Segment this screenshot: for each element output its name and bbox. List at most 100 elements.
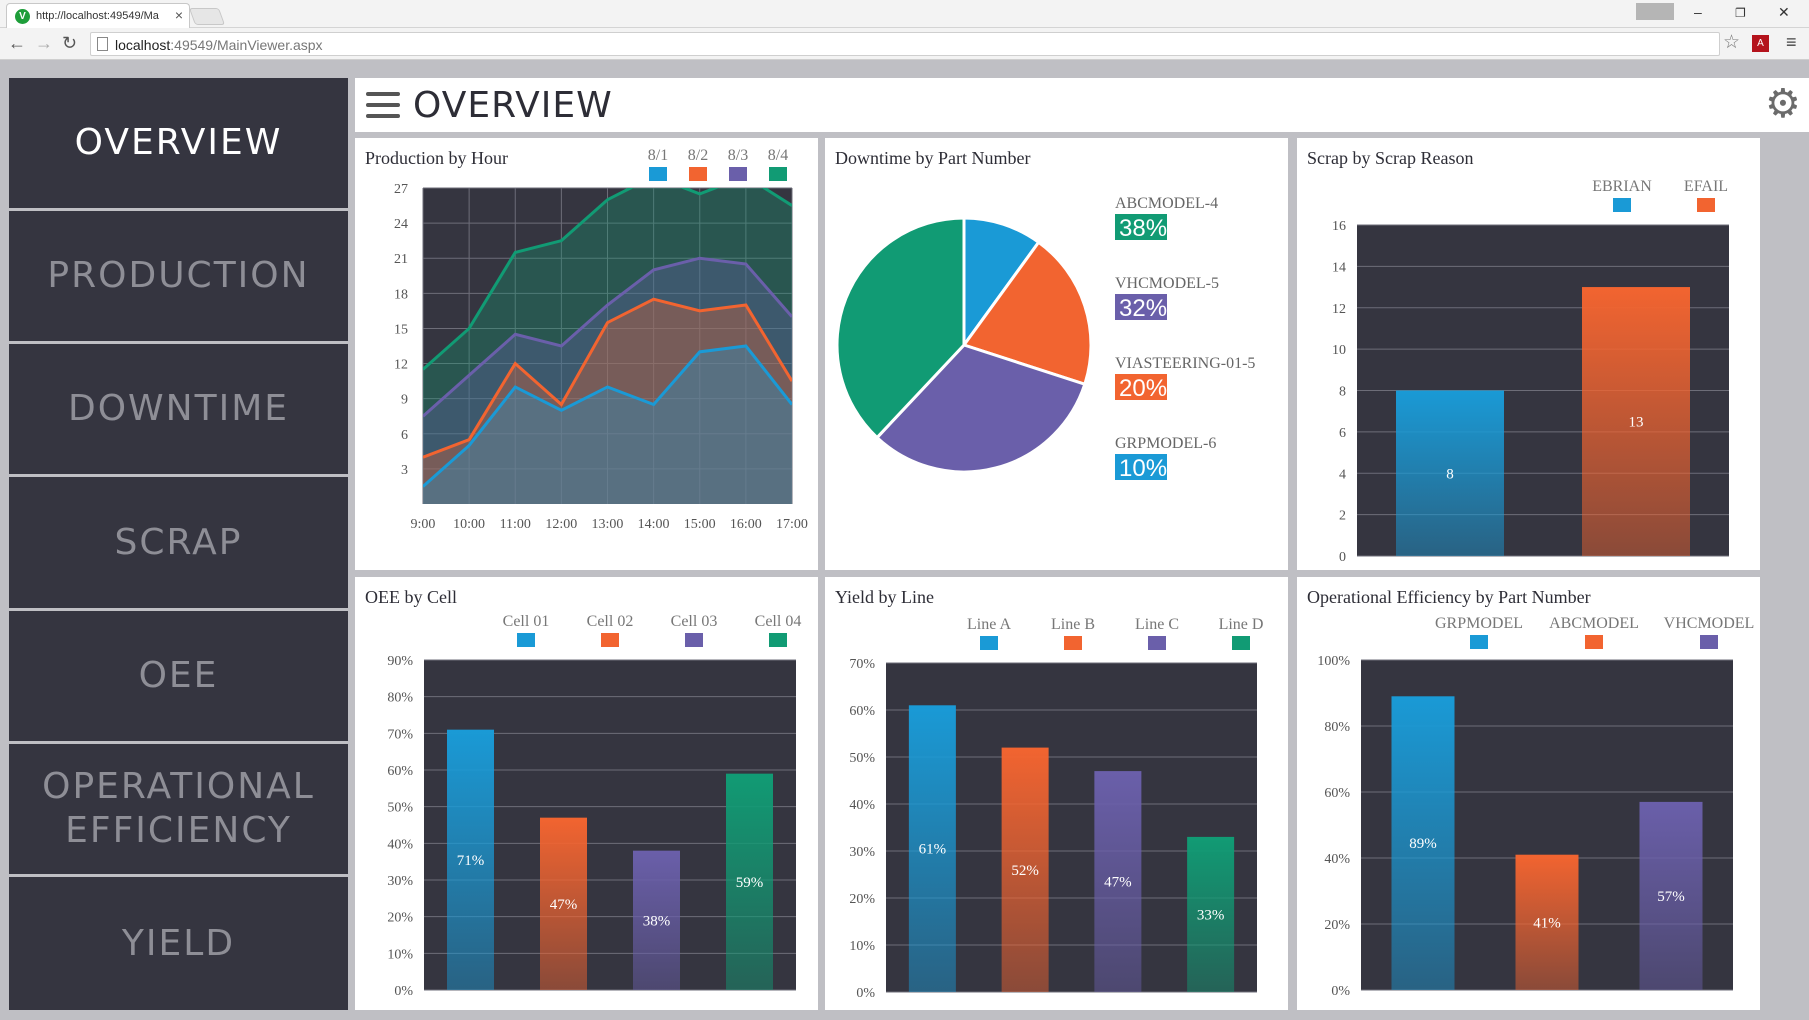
legend-swatch: [729, 167, 747, 181]
browser-tab-bar: V http://localhost:49549/Ma × – ❐ ✕: [0, 0, 1809, 28]
legend-label: Cell 02: [587, 613, 634, 630]
browser-tab[interactable]: V http://localhost:49549/Ma ×: [6, 3, 190, 28]
sidebar-item-downtime[interactable]: DOWNTIME: [9, 344, 348, 474]
y-tick-label: 40%: [849, 798, 875, 813]
y-tick-label: 50%: [387, 801, 413, 816]
pie-slice: [835, 216, 966, 440]
bar: [1001, 747, 1049, 992]
legend-label: GRPMODEL: [1435, 615, 1523, 632]
restore-icon[interactable]: ❐: [1735, 6, 1746, 20]
legend-swatch: [517, 633, 535, 647]
bar-value-label: 52%: [1011, 863, 1039, 879]
chart-svg: 0% 10% 20% 30% 40% 50% 60% 70% 61% 52% 47% 33% Line …: [849, 616, 1264, 1001]
legend-swatch: [685, 633, 703, 647]
panel-title: Downtime by Part Number: [835, 148, 1031, 168]
pie-legend-swatch: [1115, 214, 1167, 240]
bar: [1396, 390, 1504, 556]
legend-swatch: [1470, 635, 1488, 649]
y-tick-label: 100%: [1317, 654, 1350, 669]
pdf-extension-icon[interactable]: A: [1752, 35, 1769, 52]
browser-menu-icon[interactable]: ≡: [1786, 32, 1797, 52]
sidebar-nav: OVERVIEW PRODUCTION DOWNTIME SCRAP OEE O…: [9, 78, 348, 1010]
reload-icon[interactable]: ↻: [62, 33, 78, 53]
gear-icon[interactable]: ⚙: [1765, 82, 1801, 126]
bar-value-label: 33%: [1197, 907, 1225, 923]
sidebar-item-overview[interactable]: OVERVIEW: [9, 78, 348, 208]
x-tick-label: 13:00: [592, 517, 624, 532]
sidebar-item-operational-efficiency[interactable]: OPERATIONAL EFFICIENCY: [9, 744, 348, 874]
y-tick-label: 10: [1332, 343, 1346, 358]
x-tick-label: 15:00: [684, 517, 716, 532]
legend-label: EFAIL: [1684, 178, 1728, 195]
y-tick-label: 10%: [387, 947, 413, 962]
pie-legend-label: GRPMODEL-6: [1115, 435, 1216, 452]
bar: [1094, 771, 1142, 992]
y-tick-label: 50%: [849, 751, 875, 766]
hamburger-menu-icon[interactable]: [366, 92, 400, 118]
close-window-icon[interactable]: ✕: [1778, 4, 1790, 20]
y-tick-label: 20%: [1324, 918, 1350, 933]
series-line: [423, 344, 792, 488]
bar-value-label: 8: [1446, 466, 1454, 482]
sidebar-item-label: DOWNTIME: [68, 388, 289, 429]
new-tab-button[interactable]: [188, 8, 226, 25]
y-tick-label: 60%: [387, 764, 413, 779]
legend-swatch: [689, 167, 707, 181]
legend-label: Cell 04: [755, 613, 802, 630]
legend-label: Cell 03: [671, 613, 718, 630]
y-tick-label: 40%: [1324, 852, 1350, 867]
window-profile-box: [1636, 3, 1674, 20]
legend-swatch: [649, 167, 667, 181]
sidebar-item-production[interactable]: PRODUCTION: [9, 211, 348, 341]
legend-swatch: [1700, 635, 1718, 649]
series-line: [423, 297, 792, 459]
legend-label: Line A: [967, 616, 1011, 633]
y-tick-label: 6: [401, 428, 408, 443]
url-path: :49549/MainViewer.aspx: [170, 37, 323, 53]
sidebar-item-scrap[interactable]: SCRAP: [9, 477, 348, 608]
legend-label: 8/3: [728, 147, 748, 164]
bar-value-label: 47%: [550, 897, 578, 913]
y-tick-label: 30%: [849, 845, 875, 860]
sidebar-item-label: OVERVIEW: [74, 122, 283, 163]
url-field[interactable]: localhost:49549/MainViewer.aspx: [90, 32, 1720, 56]
pie-legend-label: VIASTEERING-01-5: [1115, 355, 1255, 372]
bar-value-label: 89%: [1409, 836, 1437, 852]
back-arrow-icon[interactable]: ←: [8, 33, 26, 53]
scrap-by-scrap-reason-panel: Scrap by Scrap Reason 0 2 4 6 8 10 12 14 16 8 13 EB…: [1297, 138, 1760, 570]
y-tick-label: 60%: [849, 704, 875, 719]
x-tick-label: 9:00: [411, 517, 436, 532]
bar-value-label: 71%: [457, 853, 485, 869]
x-tick-label: 10:00: [453, 517, 485, 532]
panel-title: Operational Efficiency by Part Number: [1307, 587, 1591, 607]
legend-swatch: [1613, 198, 1631, 212]
sidebar-item-oee[interactable]: OEE: [9, 611, 348, 741]
oee-by-cell-panel: OEE by Cell 0% 10% 20% 30% 40% 50% 60% 70% 80% 90…: [355, 577, 818, 1010]
legend-label: 8/1: [648, 147, 668, 164]
x-tick-label: 16:00: [730, 517, 762, 532]
y-tick-label: 0%: [1331, 984, 1350, 999]
pie-slice: [961, 240, 1093, 387]
pie-legend-swatch: [1115, 294, 1167, 320]
operational-efficiency-panel: Operational Efficiency by Part Number 0%…: [1297, 577, 1760, 1010]
minimize-icon[interactable]: –: [1694, 4, 1702, 20]
forward-arrow-icon[interactable]: →: [35, 33, 53, 53]
x-tick-label: 12:00: [545, 517, 577, 532]
y-tick-label: 21: [394, 252, 408, 267]
close-tab-icon[interactable]: ×: [174, 7, 183, 23]
y-tick-label: 24: [394, 217, 408, 232]
bar: [908, 705, 956, 992]
sidebar-item-label: OPERATIONAL EFFICIENCY: [42, 766, 315, 851]
legend-label: Cell 01: [503, 613, 550, 630]
sidebar-item-label: OEE: [138, 655, 219, 696]
sidebar-item-yield[interactable]: YIELD: [9, 877, 348, 1010]
y-tick-label: 20%: [387, 911, 413, 926]
chart-svg: ABCMODEL-4 38% VHCMODEL-5 32% VIASTEERING-01…: [835, 195, 1255, 482]
y-tick-label: 18: [394, 287, 408, 302]
chart-svg: 0 2 4 6 8 10 12 14 16 8 13 EBRIAN EFAIL: [1332, 178, 1729, 565]
bar-value-label: 47%: [1104, 875, 1132, 891]
legend-label: Line D: [1219, 616, 1264, 633]
bookmark-star-icon[interactable]: ☆: [1723, 32, 1741, 53]
legend-label: ABCMODEL: [1549, 615, 1639, 632]
series-area: [423, 188, 792, 504]
